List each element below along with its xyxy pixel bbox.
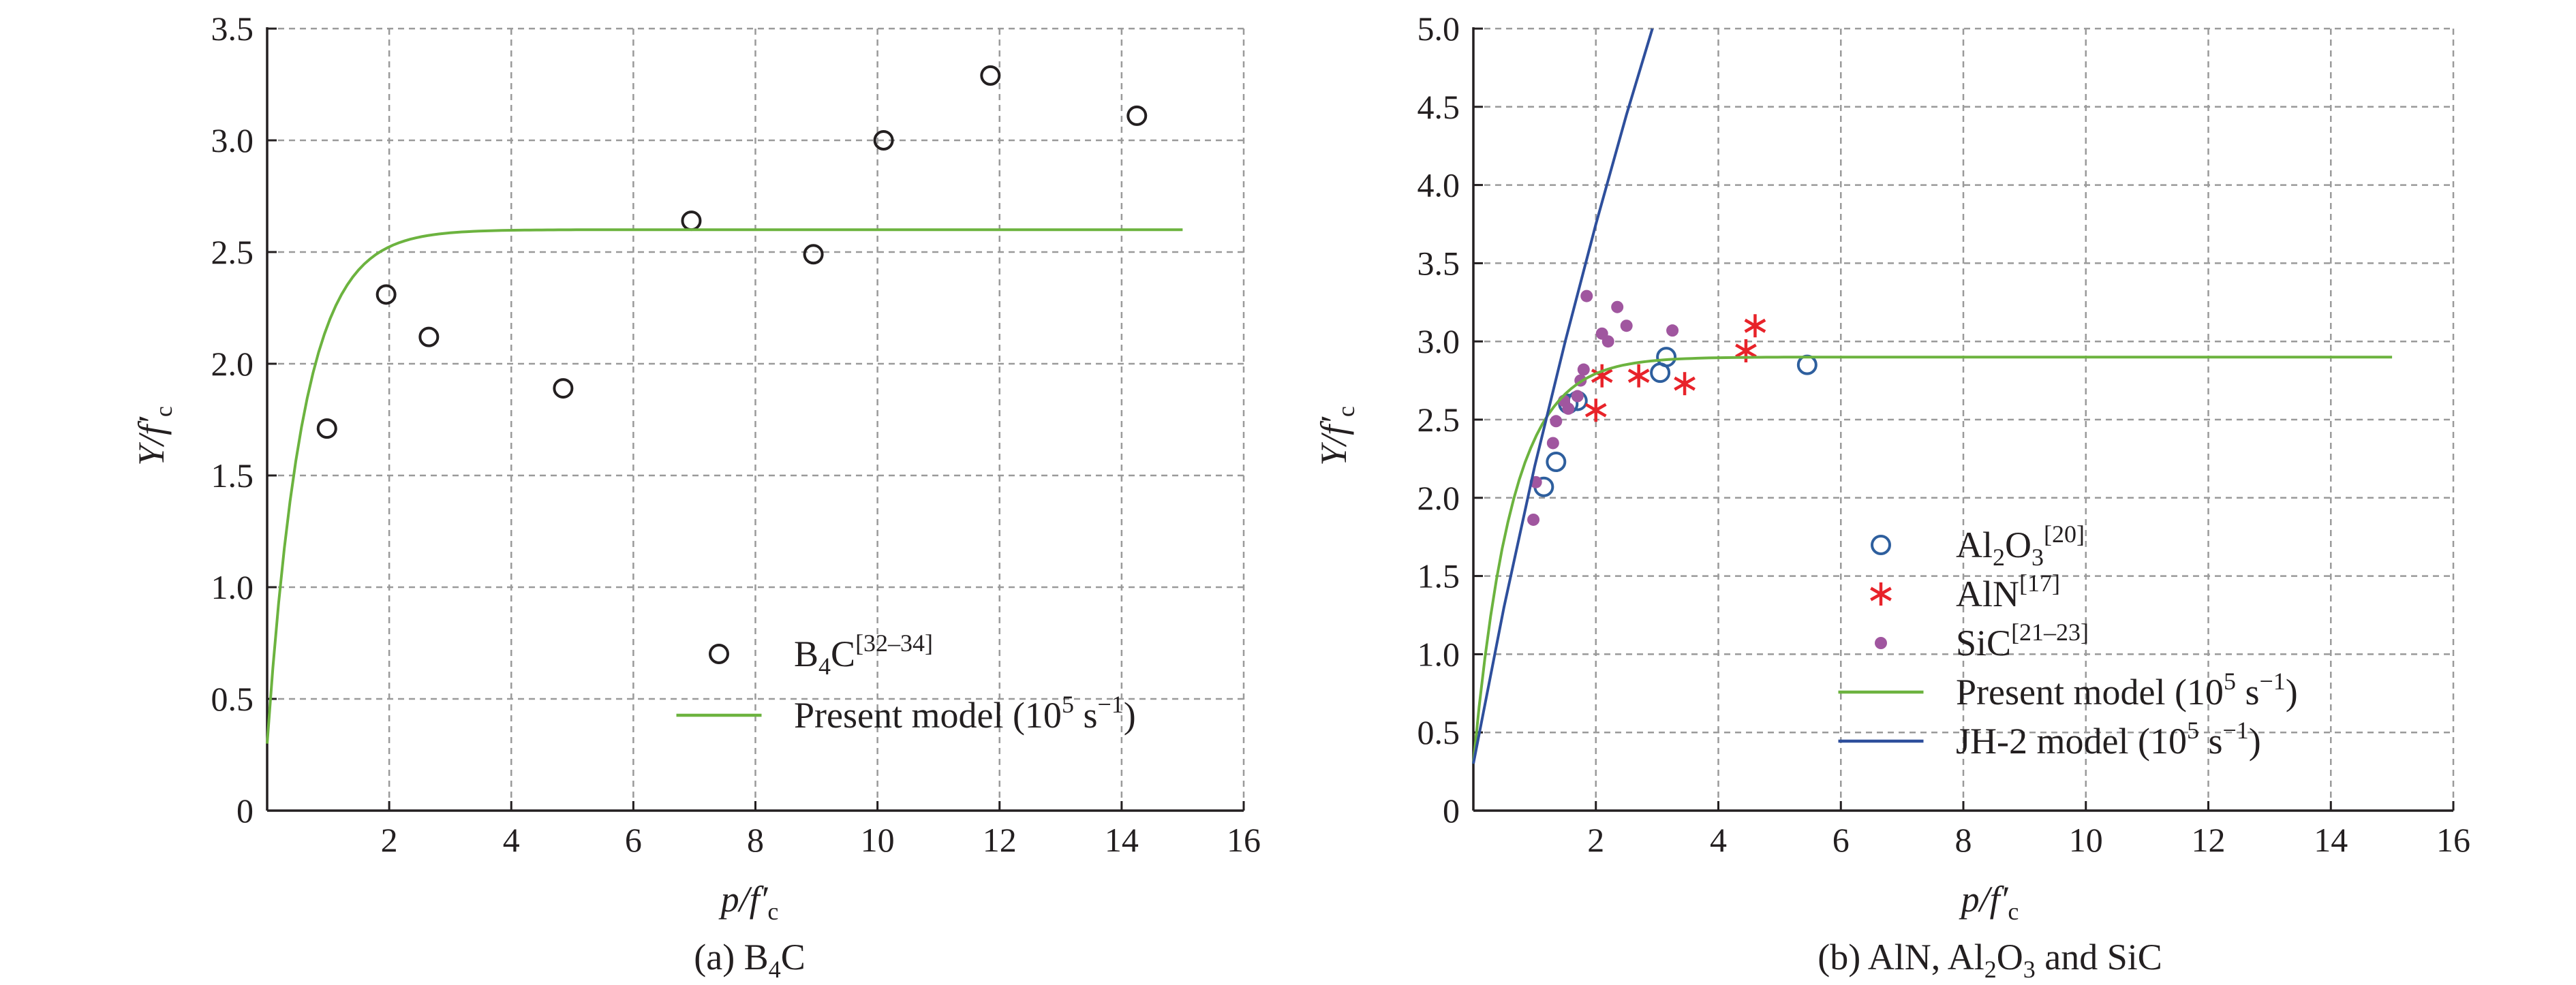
b-series-2-point-0 (1527, 513, 1540, 526)
a-x-tick-label-3: 8 (747, 821, 764, 859)
a-x-tick-label-6: 14 (1105, 821, 1139, 859)
a-series-0-point-1 (375, 284, 397, 305)
b-series-3-line (1472, 356, 2393, 764)
b-legend-swatch-0 (1871, 535, 1891, 555)
b-series-1-point-2 (1627, 364, 1650, 388)
b-series-2-point-3 (1550, 415, 1563, 428)
a-series-0-point-8 (1126, 105, 1148, 126)
b-legend-label-2: SiC[21–23] (1956, 619, 2089, 663)
a-series-0-point-2 (418, 326, 440, 347)
b-legend-label-3: Present model (105 s−1) (1956, 668, 2298, 713)
b-legend-label-0: Al2O3[20] (1956, 520, 2085, 571)
b-series-2-point-12 (1611, 300, 1624, 313)
b-x-tick-label-3: 8 (1955, 821, 1972, 859)
b-series-2-point-8 (1577, 363, 1590, 376)
panel-b-chart: 2 4 6 8 10 12 14 16 0 0.5 1.0 1.5 2.0 2.5 3.0 3.5 4.0 4.5… (1313, 10, 2470, 983)
a-legend: B4C[32–34] Present model (105 s−1) (676, 629, 1136, 736)
b-y-tick-label-9: 4.5 (1417, 88, 1460, 126)
b-legend-label-1: AlN[17] (1956, 569, 2060, 614)
b-x-tick-label-0: 2 (1587, 821, 1604, 859)
a-caption: (a) B4C (694, 937, 805, 983)
b-y-tick-label-4: 2.0 (1417, 479, 1460, 517)
b-y-tick-label-10: 5.0 (1417, 10, 1460, 48)
a-x-tick-label-0: 2 (381, 821, 398, 859)
b-x-tick-label-6: 14 (2314, 821, 2348, 859)
a-y-tick-label-3: 1.5 (211, 456, 254, 495)
b-y-tick-label-5: 2.5 (1417, 401, 1460, 439)
a-x-tick-label-2: 6 (625, 821, 642, 859)
b-series-2-point-5 (1562, 402, 1575, 415)
b-series-1-point-0 (1584, 398, 1607, 422)
a-series-0-point-3 (553, 378, 574, 399)
a-tick-labels: 2 4 6 8 10 12 14 16 0 0.5 1.0 1.5 2.0 2.5 3.0 3.5 (211, 10, 1261, 859)
a-y-tick-label-7: 3.5 (211, 10, 254, 48)
b-y-tick-label-3: 1.5 (1417, 557, 1460, 595)
b-legend-label-4: JH-2 model (105 s−1) (1956, 717, 2261, 762)
a-y-tick-label-0: 0 (236, 792, 254, 830)
a-x-tick-label-1: 4 (503, 821, 520, 859)
b-x-tick-label-1: 4 (1710, 821, 1727, 859)
a-legend-swatch-0 (709, 644, 729, 664)
b-series-2-point-13 (1620, 319, 1633, 332)
a-legend-label-0: B4C[32–34] (794, 629, 933, 680)
a-y-tick-label-2: 1.0 (211, 568, 254, 606)
b-tick-labels: 2 4 6 8 10 12 14 16 0 0.5 1.0 1.5 2.0 2.5 3.0 3.5 4.0 4.5… (1417, 10, 2471, 859)
b-series-1-point-1 (1591, 364, 1613, 388)
b-y-tick-label-6: 3.0 (1417, 322, 1460, 360)
b-x-tick-label-4: 10 (2069, 821, 2103, 859)
b-y-tick-label-8: 4.0 (1417, 166, 1460, 204)
a-series (266, 65, 1183, 744)
b-series-1-point-3 (1674, 372, 1696, 396)
a-x-tick-label-4: 10 (861, 821, 895, 859)
a-y-tick-label-1: 0.5 (211, 680, 254, 718)
b-series-0-point-1 (1546, 451, 1567, 472)
b-series-0-point-5 (1656, 347, 1677, 368)
a-y-tick-label-6: 3.0 (211, 121, 254, 159)
a-y-tick-label-4: 2.0 (211, 345, 254, 383)
b-axes (1472, 27, 2455, 812)
b-series-2-point-9 (1580, 290, 1593, 302)
a-series-0-point-0 (316, 418, 337, 439)
b-x-tick-label-2: 6 (1833, 821, 1850, 859)
a-x-tick-label-5: 12 (983, 821, 1017, 859)
b-y-tick-label-7: 3.5 (1417, 244, 1460, 282)
panel-a-chart: 2 4 6 8 10 12 14 16 0 0.5 1.0 1.5 2.0 2.5 3.0 3.5 B4C[3… (131, 10, 1261, 983)
b-series-2-point-6 (1571, 390, 1584, 403)
b-x-tick-label-7: 16 (2436, 821, 2470, 859)
a-series-0-point-5 (803, 244, 824, 265)
b-legend-swatch-2 (1875, 637, 1887, 649)
a-legend-label-1: Present model (105 s−1) (794, 691, 1136, 736)
b-series-4-line (1472, 28, 1654, 764)
a-series-1-line (266, 228, 1183, 744)
b-series-2-point-2 (1546, 437, 1559, 450)
b-y-tick-label-0: 0 (1443, 792, 1460, 830)
b-series-2-point-14 (1666, 324, 1679, 337)
b-x-tick-label-5: 12 (2192, 821, 2226, 859)
b-caption: (b) AlN, Al2O3 and SiC (1818, 937, 2162, 983)
b-series-1-point-5 (1744, 314, 1766, 338)
a-series-0-point-6 (873, 130, 894, 151)
b-legend-swatch-1 (1870, 582, 1892, 606)
a-y-tick-label-5: 2.5 (211, 233, 254, 271)
b-y-tick-label-2: 1.0 (1417, 635, 1460, 673)
b-series-2-point-11 (1601, 335, 1614, 348)
b-legend: Al2O3[20]AlN[17] SiC[21–23] Present model … (1838, 520, 2298, 762)
a-x-tick-label-7: 16 (1227, 821, 1261, 859)
a-series-0-point-7 (980, 65, 1001, 86)
a-axes (266, 27, 1245, 812)
b-series (1472, 28, 2393, 764)
b-y-tick-label-1: 0.5 (1417, 713, 1460, 751)
